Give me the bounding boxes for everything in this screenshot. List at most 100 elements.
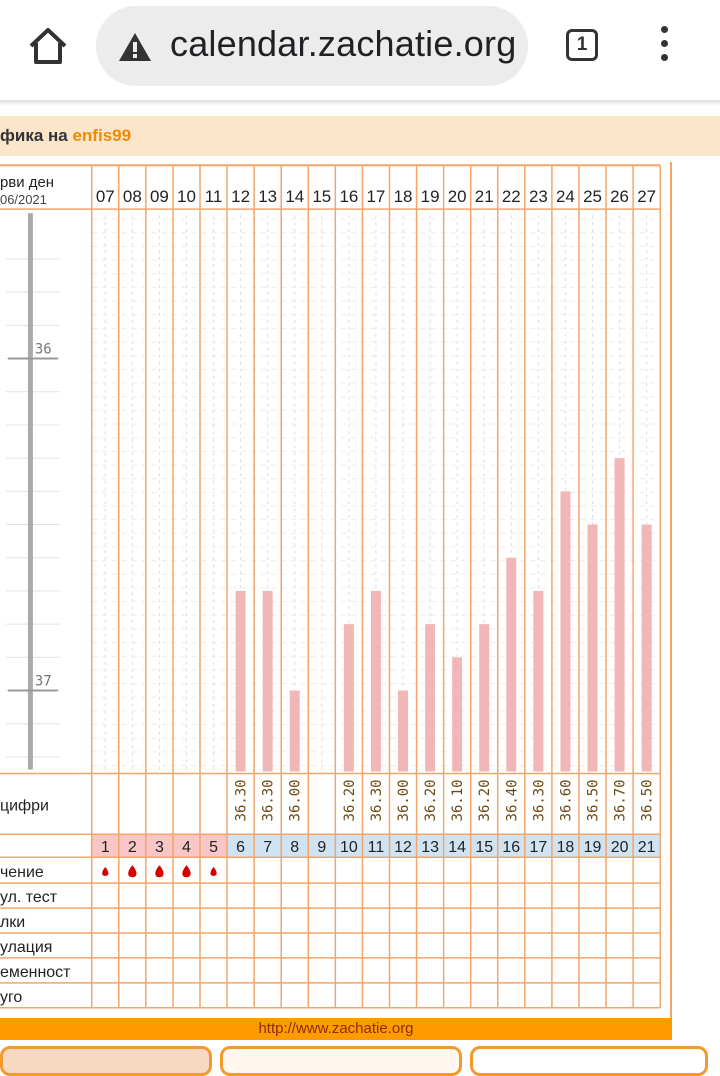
cycle-day-cell <box>254 834 282 858</box>
header-username[interactable]: enfis99 <box>72 126 132 145</box>
date-label: 25 <box>583 187 602 206</box>
cycle-day-cell <box>389 834 417 858</box>
cycle-day-label: 14 <box>448 839 466 856</box>
scale-axis <box>27 213 33 770</box>
cycle-day-label: 20 <box>611 839 629 856</box>
cycle-day-label: 8 <box>290 839 299 856</box>
cycle-day-label: 7 <box>263 839 272 856</box>
url-text: calendar.zachatie.org <box>170 23 517 64</box>
banner-thumb-1[interactable] <box>0 1046 212 1076</box>
cycle-day-label: 3 <box>155 839 164 856</box>
tabs-icon[interactable]: 1 <box>566 29 598 61</box>
temperature-label: 36.30 <box>234 779 250 821</box>
temp-bar[interactable] <box>235 590 246 772</box>
date-label: 08 <box>123 187 142 206</box>
cycle-day-cell <box>470 834 498 858</box>
temperature-label: 36.30 <box>261 779 277 821</box>
cycle-day-cell <box>308 834 336 858</box>
row-label: еменност <box>0 964 71 981</box>
toolbar-shadow <box>0 100 720 106</box>
cycle-day-label: 13 <box>421 839 439 856</box>
temp-bar[interactable] <box>614 458 625 772</box>
date-label: 27 <box>637 187 656 206</box>
temperature-label: 36.50 <box>640 779 656 821</box>
corner-label-1: рви ден <box>0 174 54 191</box>
date-label: 10 <box>177 187 196 206</box>
scale-label: 36 <box>35 342 52 358</box>
cycle-day-label: 6 <box>236 839 245 856</box>
date-label: 09 <box>150 187 169 206</box>
cycle-day-label: 11 <box>368 839 385 856</box>
temp-bar[interactable] <box>289 690 300 772</box>
cycle-day-cell <box>335 834 363 858</box>
temp-bar[interactable] <box>587 524 598 772</box>
date-label: 11 <box>205 187 223 206</box>
cycle-day-cell <box>145 834 173 858</box>
cycle-day-label: 15 <box>475 839 493 856</box>
date-label: 26 <box>610 187 629 206</box>
date-label: 17 <box>367 187 386 206</box>
cycle-day-label: 4 <box>182 839 191 856</box>
cycle-day-cell <box>443 834 471 858</box>
cycle-day-label: 5 <box>209 839 218 856</box>
cycle-day-cell <box>633 834 661 858</box>
row-label: ул. тест <box>0 889 58 906</box>
temp-bar[interactable] <box>560 491 571 772</box>
cycle-day-cell <box>118 834 146 858</box>
temp-bar[interactable] <box>343 624 354 772</box>
blood-drop-icon <box>128 865 137 878</box>
temp-bar[interactable] <box>398 690 409 772</box>
date-label: 24 <box>556 187 575 206</box>
temp-bar[interactable] <box>641 524 652 772</box>
cycle-day-label: 12 <box>394 839 412 856</box>
temperature-label: 36.30 <box>369 779 385 821</box>
date-label: 23 <box>529 187 548 206</box>
temp-bar[interactable] <box>370 590 381 772</box>
temperature-label: 36.20 <box>423 779 439 821</box>
blood-drop-icon <box>102 866 109 876</box>
temp-bar[interactable] <box>479 624 490 772</box>
menu-icon[interactable] <box>656 26 672 66</box>
browser-toolbar: calendar.zachatie.org 1 <box>0 0 720 100</box>
temp-bar[interactable] <box>452 657 463 772</box>
blood-drop-icon <box>155 865 164 878</box>
cycle-day-label: 1 <box>101 839 110 856</box>
cycle-day-cell <box>551 834 579 858</box>
temperature-label: 36.20 <box>477 779 493 821</box>
row-label: цифри <box>0 797 49 814</box>
home-icon[interactable] <box>27 26 69 66</box>
corner-label-2: 06/2021 <box>0 192 47 207</box>
footer-url[interactable]: http://www.zachatie.org <box>258 1020 414 1037</box>
blood-drop-icon <box>182 865 191 878</box>
cycle-day-label: 21 <box>638 839 656 856</box>
temperature-label: 36.30 <box>531 779 547 821</box>
temperature-label: 36.00 <box>396 779 412 821</box>
cycle-day-cell <box>281 834 309 858</box>
row-label: уго <box>0 989 22 1006</box>
cycle-day-label: 17 <box>530 839 548 856</box>
banner-thumb-3[interactable] <box>470 1046 708 1076</box>
date-label: 21 <box>475 187 494 206</box>
date-label: 14 <box>285 187 304 206</box>
temp-bar[interactable] <box>533 590 544 772</box>
header-prefix: фика на <box>0 126 73 145</box>
cycle-day-label: 16 <box>502 839 520 856</box>
temperature-label: 36.10 <box>450 779 466 821</box>
date-label: 18 <box>394 187 413 206</box>
date-label: 20 <box>448 187 467 206</box>
banner-thumb-2[interactable] <box>220 1046 462 1076</box>
row-label: чение <box>0 864 44 881</box>
footer-bar: http://www.zachatie.org <box>0 1018 672 1040</box>
temp-bar[interactable] <box>506 557 517 772</box>
temp-bar[interactable] <box>425 624 436 772</box>
warning-icon[interactable] <box>118 31 152 63</box>
address-bar[interactable]: calendar.zachatie.org <box>96 6 528 86</box>
cycle-day-cell <box>416 834 444 858</box>
date-label: 16 <box>339 187 358 206</box>
cycle-day-label: 2 <box>128 839 137 856</box>
temp-bar[interactable] <box>262 590 273 772</box>
chart-header: фика на enfis99 <box>0 116 720 156</box>
cycle-day-label: 9 <box>317 839 326 856</box>
date-label: 15 <box>312 187 331 206</box>
date-label: 12 <box>231 187 250 206</box>
